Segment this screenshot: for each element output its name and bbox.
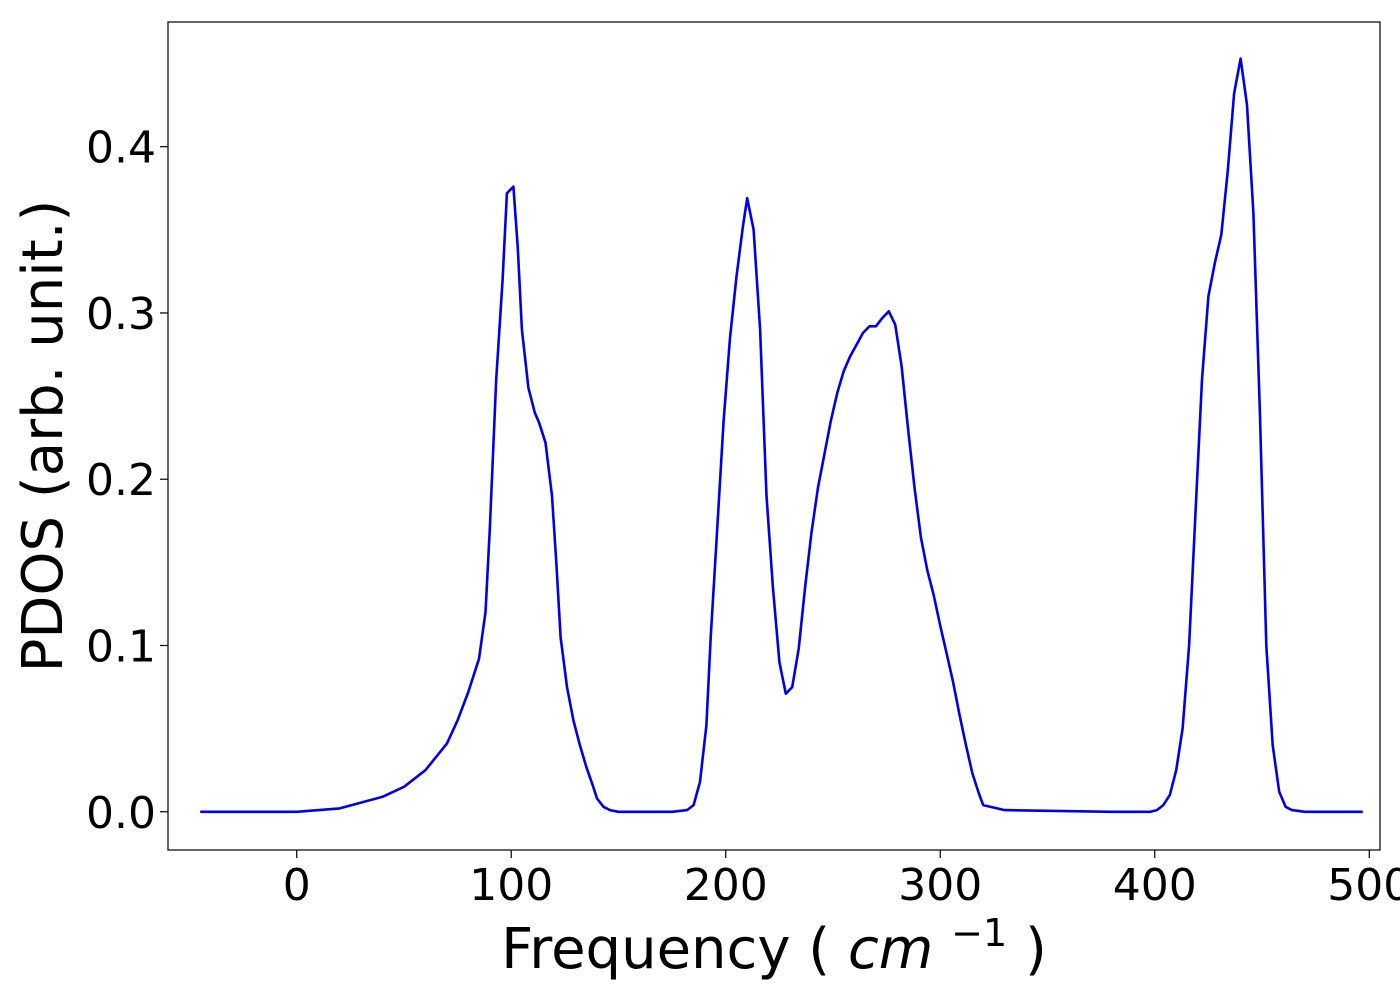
series-layer xyxy=(200,57,1363,814)
y-ticks: 0.0 0.1 0.2 0.3 0.4 xyxy=(86,123,168,839)
y-tick-label: 0.0 xyxy=(86,788,156,839)
x-axis-label-unit: cm xyxy=(848,917,933,982)
y-tick-label: 0.2 xyxy=(86,455,156,506)
x-axis-label-open-paren: ( xyxy=(808,917,830,982)
x-axis-label-close-paren: ) xyxy=(1025,917,1047,982)
x-tick-label: 300 xyxy=(898,860,982,911)
y-tick-label: 0.1 xyxy=(86,621,156,672)
x-tick-label: 200 xyxy=(684,860,768,911)
y-axis-label: PDOS (arb. unit.) xyxy=(11,200,76,673)
plot-frame xyxy=(167,21,1381,851)
x-tick-label: 500 xyxy=(1327,860,1400,911)
x-ticks: 0 100 200 300 400 500 xyxy=(283,850,1400,911)
x-tick-label: 100 xyxy=(469,860,553,911)
x-tick-label: 0 xyxy=(283,860,311,911)
x-axis-label-unit-exponent: −1 xyxy=(951,911,1007,955)
y-tick-label: 0.4 xyxy=(86,123,156,174)
x-axis-label-text: Frequency xyxy=(501,917,790,982)
x-axis-label: Frequency ( cm −1 ) xyxy=(501,911,1047,982)
pdos-series-line xyxy=(200,57,1363,814)
x-tick-label: 400 xyxy=(1113,860,1197,911)
y-tick-label: 0.3 xyxy=(86,289,156,340)
